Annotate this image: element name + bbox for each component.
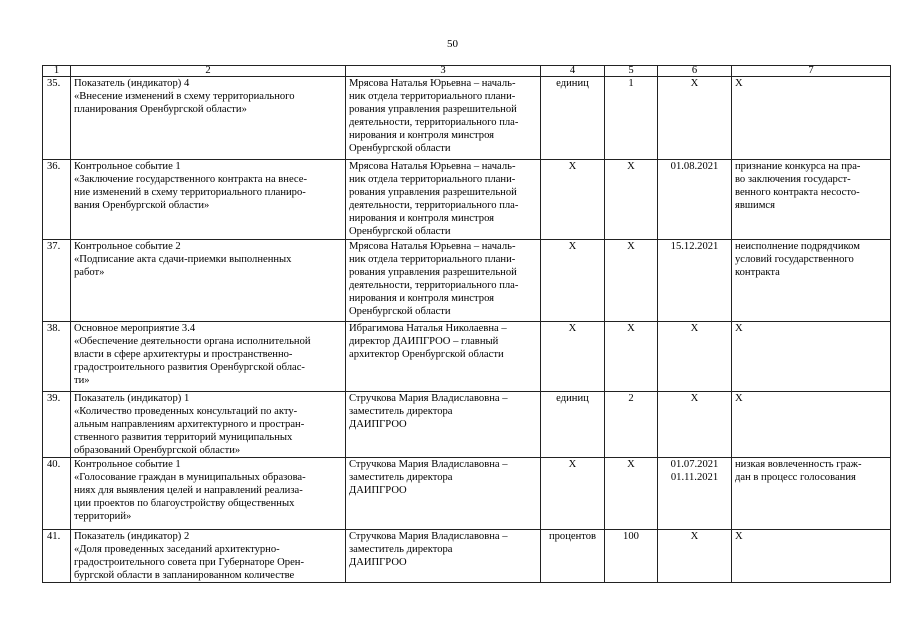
- table-row: 35. Показатель (индикатор) 4 «Внесение из…: [42, 76, 891, 160]
- event-name: Контрольное событие 1 «Голосование гражд…: [70, 457, 346, 530]
- responsible-person: Стручкова Мария Владиславовна – заместит…: [345, 529, 541, 583]
- risk-description: Х: [731, 76, 891, 160]
- target-value: Х: [604, 239, 658, 322]
- deadline: Х: [657, 391, 732, 458]
- row-number: 41.: [42, 529, 71, 583]
- unit-of-measure: единиц: [540, 76, 605, 160]
- column-number: 7: [731, 65, 891, 77]
- row-number: 37.: [42, 239, 71, 322]
- unit-of-measure: Х: [540, 321, 605, 392]
- column-number: 2: [70, 65, 346, 77]
- event-name: Основное мероприятие 3.4 «Обеспечение де…: [70, 321, 346, 392]
- deadline: Х: [657, 529, 732, 583]
- target-value: 100: [604, 529, 658, 583]
- risk-description: Х: [731, 529, 891, 583]
- responsible-person: Мрясова Наталья Юрьевна – началь- ник от…: [345, 159, 541, 240]
- plan-table: 1 2 3 4 5 6 7 35. Показатель (индикатор) …: [42, 65, 891, 583]
- table-row: 37. Контрольное событие 2 «Подписание акт…: [42, 239, 891, 322]
- target-value: 1: [604, 76, 658, 160]
- table-row: 40. Контрольное событие 1 «Голосование гр…: [42, 457, 891, 530]
- row-number: 35.: [42, 76, 71, 160]
- row-number: 40.: [42, 457, 71, 530]
- unit-of-measure: Х: [540, 239, 605, 322]
- table-row: 36. Контрольное событие 1 «Заключение гос…: [42, 159, 891, 240]
- deadline: 15.12.2021: [657, 239, 732, 322]
- responsible-person: Мрясова Наталья Юрьевна – началь- ник от…: [345, 76, 541, 160]
- risk-description: признание конкурса на пра- во заключения…: [731, 159, 891, 240]
- column-number: 4: [540, 65, 605, 77]
- row-number: 39.: [42, 391, 71, 458]
- deadline: Х: [657, 321, 732, 392]
- event-name: Показатель (индикатор) 1 «Количество про…: [70, 391, 346, 458]
- row-number: 38.: [42, 321, 71, 392]
- risk-description: низкая вовлеченность граж- дан в процесс…: [731, 457, 891, 530]
- unit-of-measure: Х: [540, 159, 605, 240]
- target-value: Х: [604, 457, 658, 530]
- target-value: Х: [604, 321, 658, 392]
- unit-of-measure: процентов: [540, 529, 605, 583]
- column-numbers-row: 1 2 3 4 5 6 7: [42, 65, 891, 77]
- column-number: 1: [42, 65, 71, 77]
- unit-of-measure: Х: [540, 457, 605, 530]
- event-name: Контрольное событие 2 «Подписание акта с…: [70, 239, 346, 322]
- deadline: 01.08.2021: [657, 159, 732, 240]
- unit-of-measure: единиц: [540, 391, 605, 458]
- risk-description: Х: [731, 391, 891, 458]
- responsible-person: Мрясова Наталья Юрьевна – началь- ник от…: [345, 239, 541, 322]
- risk-description: неисполнение подрядчиком условий государ…: [731, 239, 891, 322]
- column-number: 3: [345, 65, 541, 77]
- table-row: 38. Основное мероприятие 3.4 «Обеспечение…: [42, 321, 891, 392]
- event-name: Показатель (индикатор) 2 «Доля проведенн…: [70, 529, 346, 583]
- responsible-person: Стручкова Мария Владиславовна – заместит…: [345, 457, 541, 530]
- table-row: 41. Показатель (индикатор) 2 «Доля провед…: [42, 529, 891, 583]
- deadline: Х: [657, 76, 732, 160]
- row-number: 36.: [42, 159, 71, 240]
- responsible-person: Ибрагимова Наталья Николаевна – директор…: [345, 321, 541, 392]
- target-value: Х: [604, 159, 658, 240]
- column-number: 5: [604, 65, 658, 77]
- responsible-person: Стручкова Мария Владиславовна – заместит…: [345, 391, 541, 458]
- target-value: 2: [604, 391, 658, 458]
- deadline: 01.07.2021 01.11.2021: [657, 457, 732, 530]
- event-name: Показатель (индикатор) 4 «Внесение измен…: [70, 76, 346, 160]
- event-name: Контрольное событие 1 «Заключение госуда…: [70, 159, 346, 240]
- table-row: 39. Показатель (индикатор) 1 «Количество …: [42, 391, 891, 458]
- column-number: 6: [657, 65, 732, 77]
- risk-description: Х: [731, 321, 891, 392]
- page-number: 50: [447, 38, 458, 50]
